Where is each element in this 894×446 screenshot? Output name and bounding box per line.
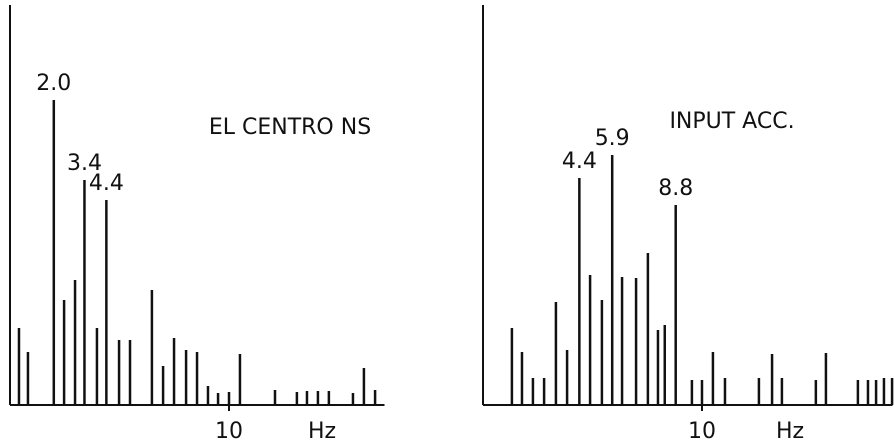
x-tick-label: 10 — [215, 419, 243, 444]
x-axis-label: Hz — [308, 419, 336, 444]
peak-label: 2.0 — [36, 71, 71, 96]
peak-label: 8.8 — [658, 176, 693, 201]
peak-label: 5.9 — [595, 126, 630, 151]
peak-label: 4.4 — [562, 149, 597, 174]
peak-label: 3.4 — [67, 151, 102, 176]
x-axis-label: Hz — [776, 419, 804, 444]
x-tick-label: 10 — [688, 419, 716, 444]
chart-title: EL CENTRO NS — [209, 115, 371, 140]
chart-title: INPUT ACC. — [669, 109, 794, 134]
peak-label: 4.4 — [89, 171, 124, 196]
